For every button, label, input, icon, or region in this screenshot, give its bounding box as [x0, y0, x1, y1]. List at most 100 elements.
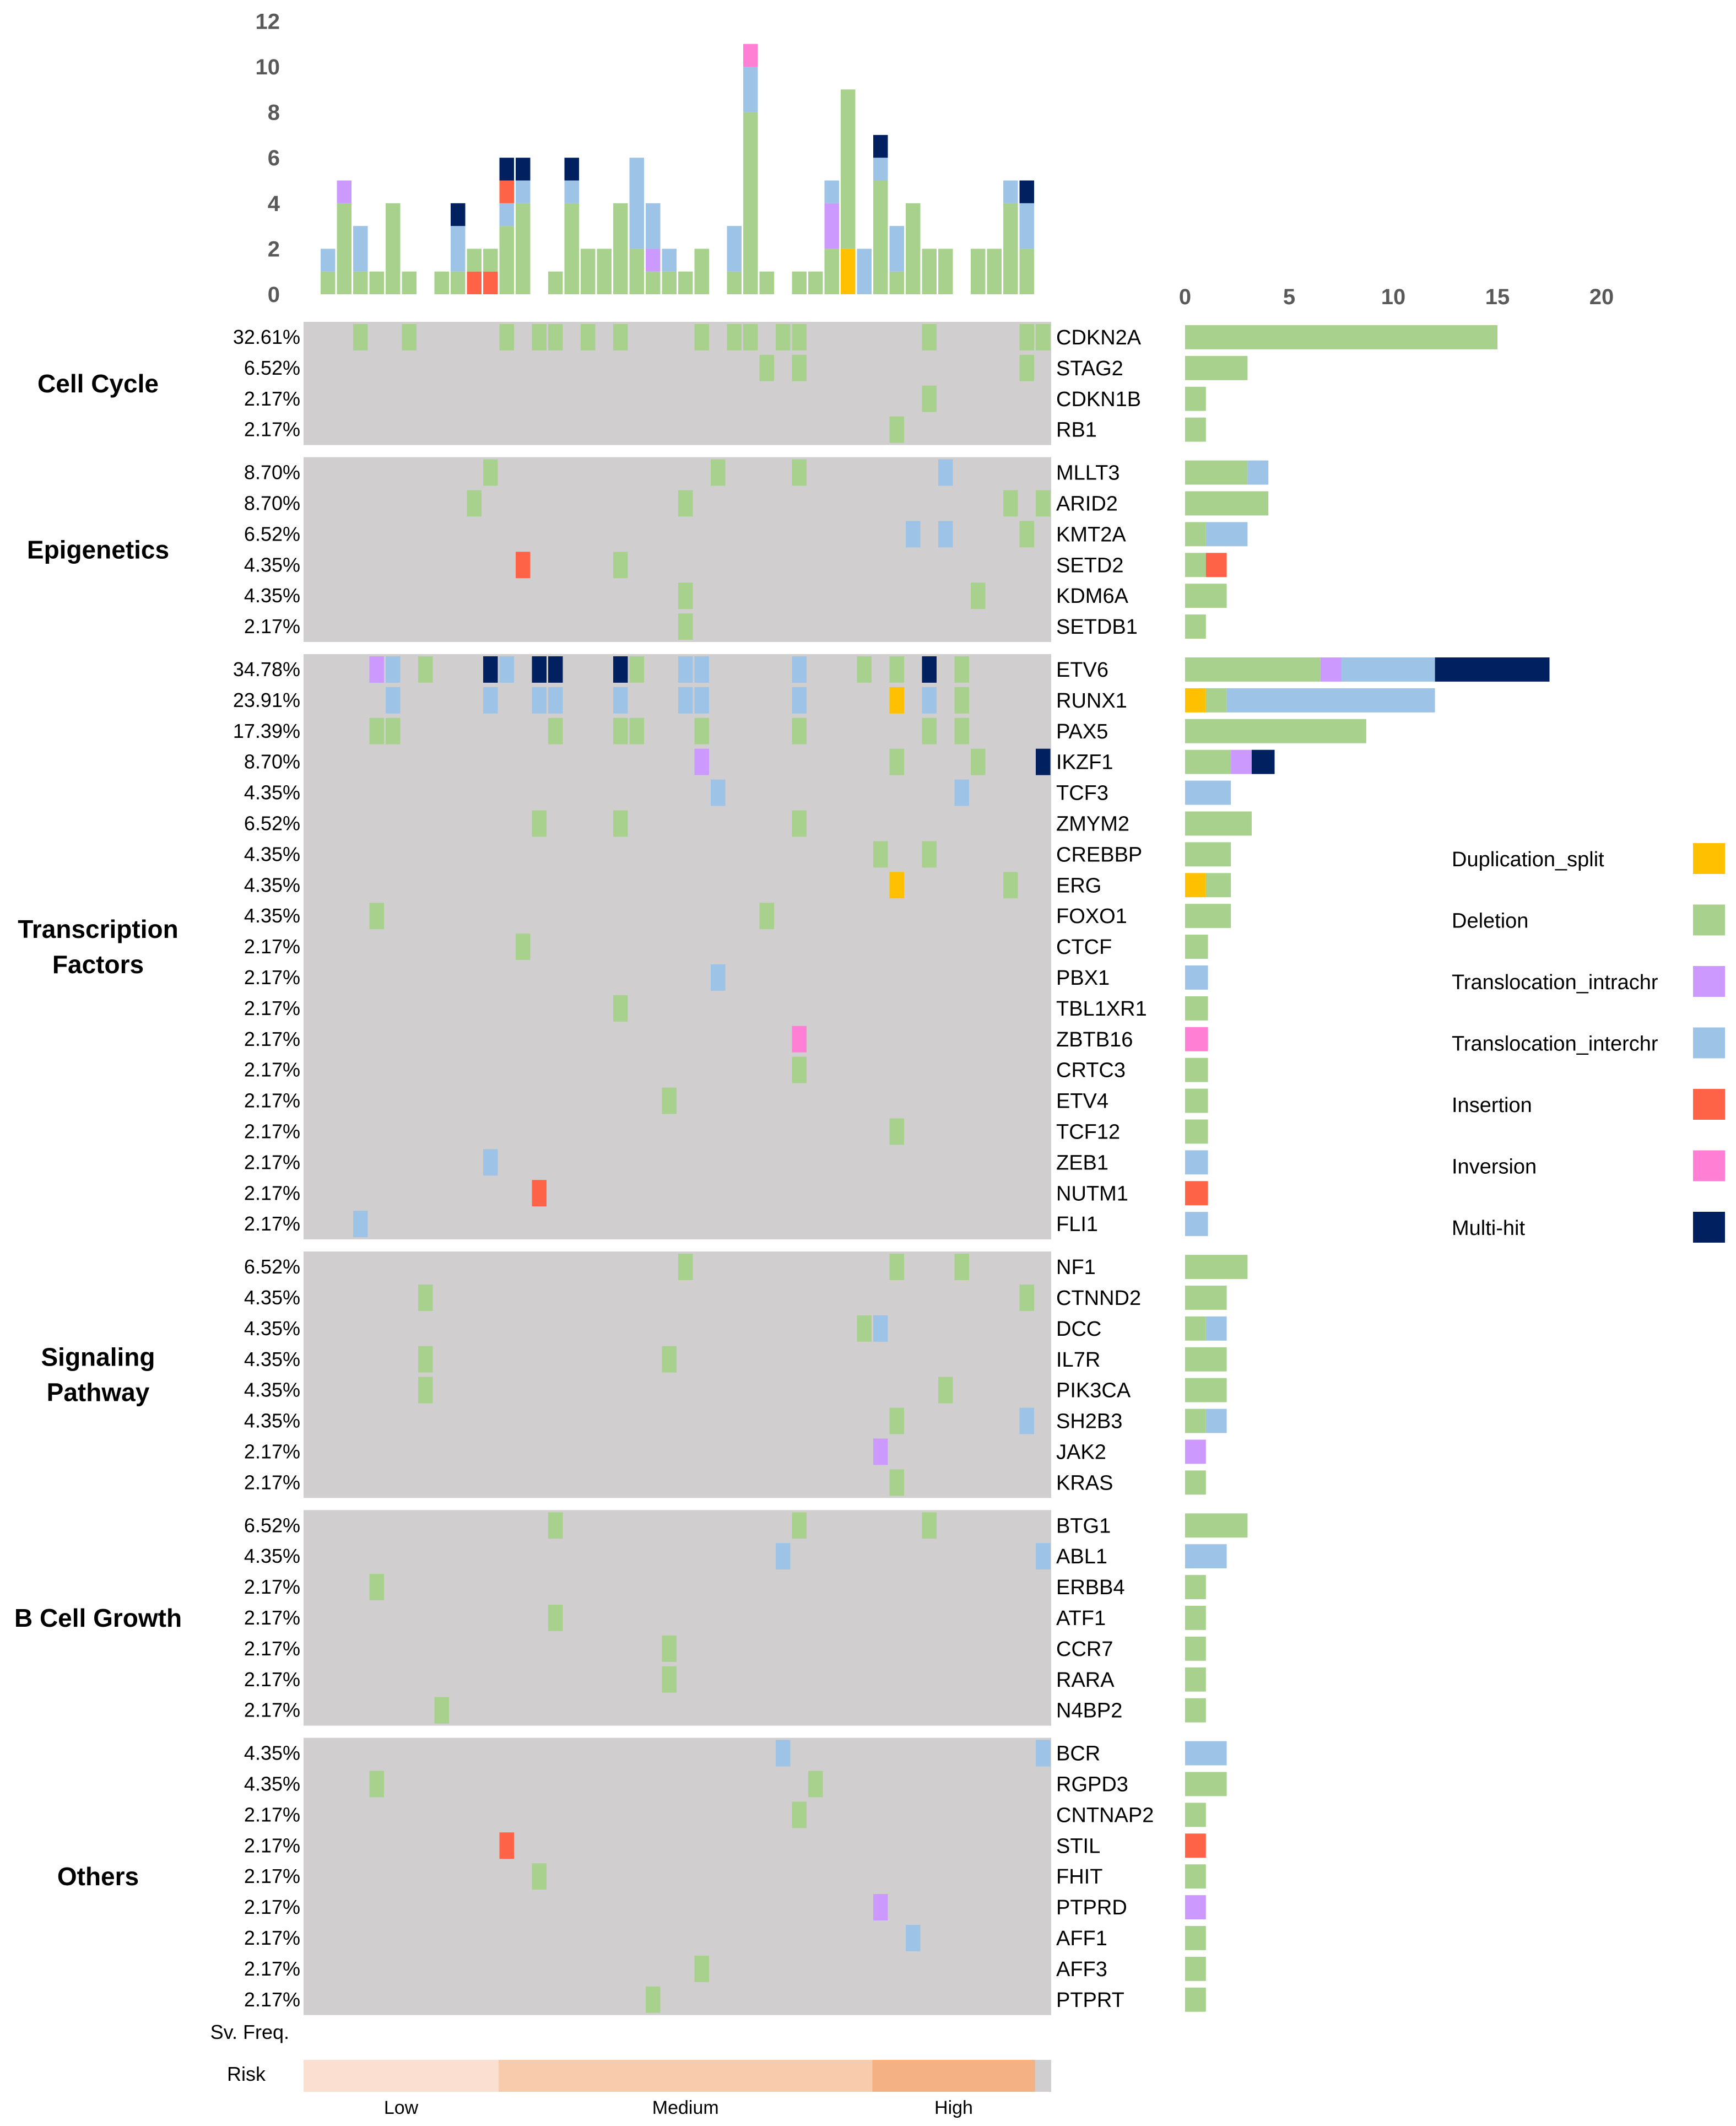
- matrix-cell: [418, 656, 433, 683]
- gene-frequency: 2.17%: [244, 1865, 300, 1887]
- matrix-cell: [662, 1635, 677, 1662]
- matrix-cell: [678, 656, 693, 683]
- matrix-cell: [792, 717, 807, 744]
- matrix-cell: [873, 1894, 888, 1920]
- matrix-cell: [711, 964, 726, 991]
- matrix-cell: [548, 717, 563, 744]
- matrix-cell: [548, 324, 563, 350]
- top-bar-segment: [451, 203, 466, 226]
- matrix-cell: [711, 779, 726, 806]
- top-axis-tick-label: 10: [256, 55, 280, 79]
- right-bar-segment: [1185, 842, 1231, 867]
- risk-segment-label: Medium: [652, 2097, 719, 2118]
- right-bar-segment: [1185, 1667, 1206, 1692]
- right-bar-segment: [1185, 719, 1366, 743]
- matrix-cell: [613, 552, 628, 579]
- right-bar-segment: [1320, 657, 1342, 682]
- matrix-cell: [1036, 1740, 1051, 1767]
- right-bar-segment: [1341, 657, 1435, 682]
- top-bar-segment: [516, 180, 531, 203]
- top-bar-segment: [597, 249, 612, 294]
- matrix-cell: [613, 995, 628, 1022]
- top-bar-segment: [743, 44, 758, 67]
- right-bar-segment: [1185, 614, 1206, 639]
- gene-frequency: 2.17%: [244, 1089, 300, 1112]
- matrix-cell: [889, 872, 904, 899]
- matrix-cell: [386, 717, 401, 744]
- right-bar-segment: [1185, 873, 1206, 898]
- matrix-cell: [1036, 1543, 1051, 1570]
- gene-frequency: 2.17%: [244, 966, 300, 989]
- right-bar-segment: [1185, 1057, 1208, 1082]
- category-label: Epigenetics: [27, 535, 169, 564]
- matrix-cell: [922, 841, 937, 868]
- gene-label: PAX5: [1056, 720, 1108, 743]
- gene-frequency: 6.52%: [244, 522, 300, 545]
- matrix-cell: [759, 903, 774, 930]
- matrix-cell: [694, 687, 709, 714]
- gene-frequency: 2.17%: [244, 997, 300, 1019]
- matrix-cell: [889, 687, 904, 714]
- top-bar-segment: [564, 203, 579, 294]
- matrix-group-background: [304, 1510, 1051, 1726]
- gene-label: ERBB4: [1056, 1576, 1125, 1599]
- matrix-cell: [613, 717, 628, 744]
- top-bar-segment: [402, 271, 417, 294]
- right-bar-segment: [1185, 1470, 1206, 1495]
- top-bar-segment: [678, 271, 693, 294]
- gene-label: ETV6: [1056, 659, 1108, 682]
- right-bar-segment: [1185, 1150, 1208, 1175]
- matrix-cell: [499, 1832, 514, 1859]
- right-bar-segment: [1226, 688, 1435, 713]
- top-bar-segment: [873, 134, 888, 158]
- right-bar-segment: [1185, 1956, 1206, 1981]
- top-bar-segment: [581, 249, 596, 294]
- right-bar-segment: [1185, 935, 1208, 959]
- top-bar-segment: [646, 271, 661, 294]
- gene-label: CTCF: [1056, 936, 1112, 959]
- right-bar-segment: [1185, 460, 1248, 485]
- top-bar-segment: [337, 180, 351, 203]
- matrix-cell: [922, 1512, 937, 1539]
- matrix-cell: [548, 1512, 563, 1539]
- legend-label: Deletion: [1452, 910, 1528, 933]
- gene-label: SETD2: [1056, 554, 1123, 577]
- gene-label: PBX1: [1056, 967, 1110, 990]
- right-bar-segment: [1185, 1987, 1206, 2012]
- right-bar-segment: [1185, 1772, 1227, 1796]
- right-bar-segment: [1205, 1409, 1227, 1433]
- right-bar-segment: [1185, 1741, 1227, 1766]
- gene-label: ERG: [1056, 874, 1101, 897]
- gene-label: ZEB1: [1056, 1151, 1108, 1174]
- matrix-cell: [938, 521, 953, 548]
- gene-label: FHIT: [1056, 1865, 1102, 1888]
- matrix-cell: [1019, 521, 1034, 548]
- matrix-cell: [353, 1211, 368, 1238]
- gene-frequency: 2.17%: [244, 1440, 300, 1463]
- gene-label: STIL: [1056, 1834, 1100, 1858]
- gene-label: RGPD3: [1056, 1773, 1128, 1796]
- matrix-cell: [873, 841, 888, 868]
- top-bar-segment: [873, 158, 888, 181]
- top-bar-segment: [808, 271, 823, 294]
- top-bar-segment: [451, 226, 466, 272]
- right-bar-segment: [1205, 553, 1227, 578]
- gene-label: BTG1: [1056, 1514, 1111, 1537]
- matrix-cell: [694, 656, 709, 683]
- matrix-cell: [483, 459, 498, 486]
- matrix-cell: [418, 1346, 433, 1373]
- matrix-cell: [386, 687, 401, 714]
- matrix-cell: [954, 717, 969, 744]
- matrix-cell: [792, 1026, 807, 1053]
- matrix-cell: [694, 717, 709, 744]
- right-bar-segment: [1205, 688, 1227, 713]
- matrix-cell: [694, 1955, 709, 1982]
- legend-swatch: [1693, 1212, 1725, 1243]
- matrix-cell: [971, 582, 986, 609]
- matrix-cell: [483, 1149, 498, 1176]
- top-bar-segment: [759, 271, 774, 294]
- gene-label: MLLT3: [1056, 462, 1120, 485]
- matrix-cell: [662, 1666, 677, 1693]
- gene-frequency: 4.35%: [244, 584, 300, 607]
- top-bar-segment: [1019, 249, 1034, 294]
